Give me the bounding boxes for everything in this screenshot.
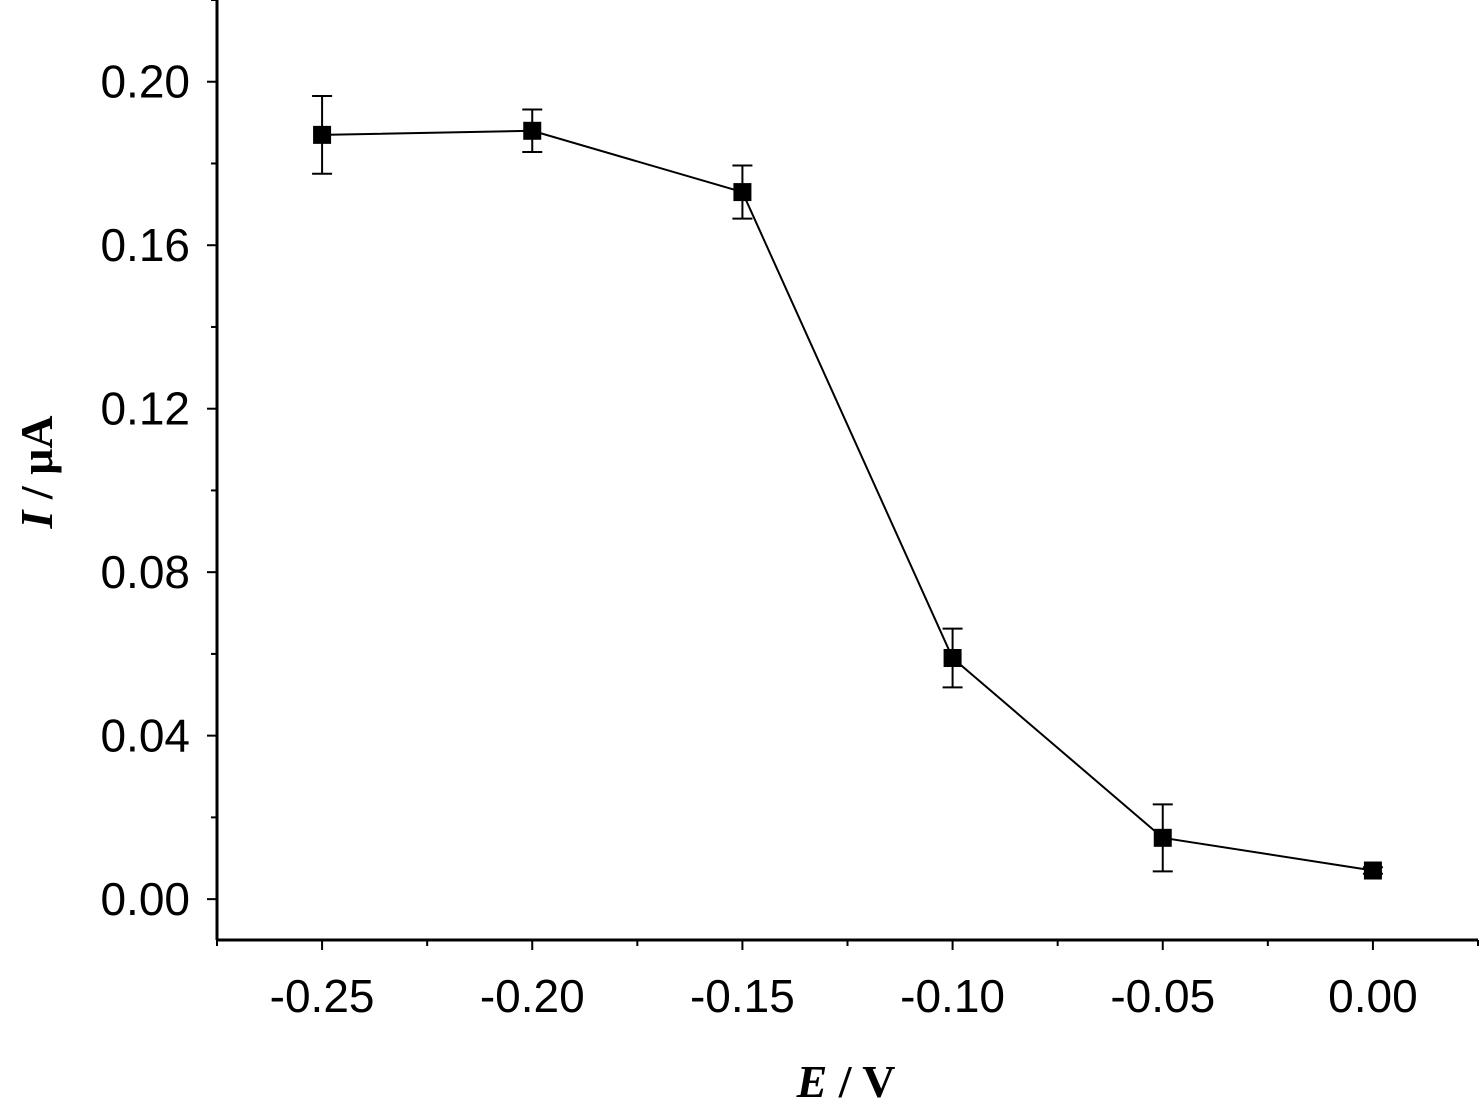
data-point-marker [523, 121, 542, 140]
series-layer [312, 95, 1383, 880]
y-tick-label: 0.16 [100, 219, 190, 271]
y-tick-label: 0.20 [100, 56, 190, 108]
y-axis-label: I / μA [11, 416, 62, 530]
x-tick-label: -0.15 [690, 970, 795, 1022]
y-tick-label: 0.08 [100, 546, 190, 598]
y-tick-label: 0.00 [100, 873, 190, 925]
y-axis-unit: / μA [11, 416, 62, 511]
x-axis-label: E / V [796, 1056, 896, 1101]
x-tick-label: -0.10 [900, 970, 1005, 1022]
x-tick-label: -0.05 [1110, 970, 1215, 1022]
data-point-marker [1153, 828, 1172, 847]
x-axis-unit: / V [827, 1056, 895, 1101]
data-point-marker [313, 125, 332, 144]
x-tick-label: 0.00 [1328, 970, 1418, 1022]
y-axis-variable: I [11, 508, 62, 529]
tick-labels: -0.25 -0.20 -0.15 -0.10 -0.05 0.00 0.00 0.04 0.0… [100, 56, 1417, 1022]
series-line [322, 129, 1374, 872]
x-axis-variable: E [796, 1056, 828, 1101]
data-point-marker [1363, 861, 1382, 880]
y-tick-label: 0.12 [100, 383, 190, 435]
data-point-marker [733, 183, 752, 202]
y-tick-label: 0.04 [100, 710, 190, 762]
data-point-marker [943, 649, 962, 667]
x-tick-label: -0.25 [270, 970, 375, 1022]
axes [207, 0, 1479, 950]
x-tick-label: -0.20 [480, 970, 585, 1022]
